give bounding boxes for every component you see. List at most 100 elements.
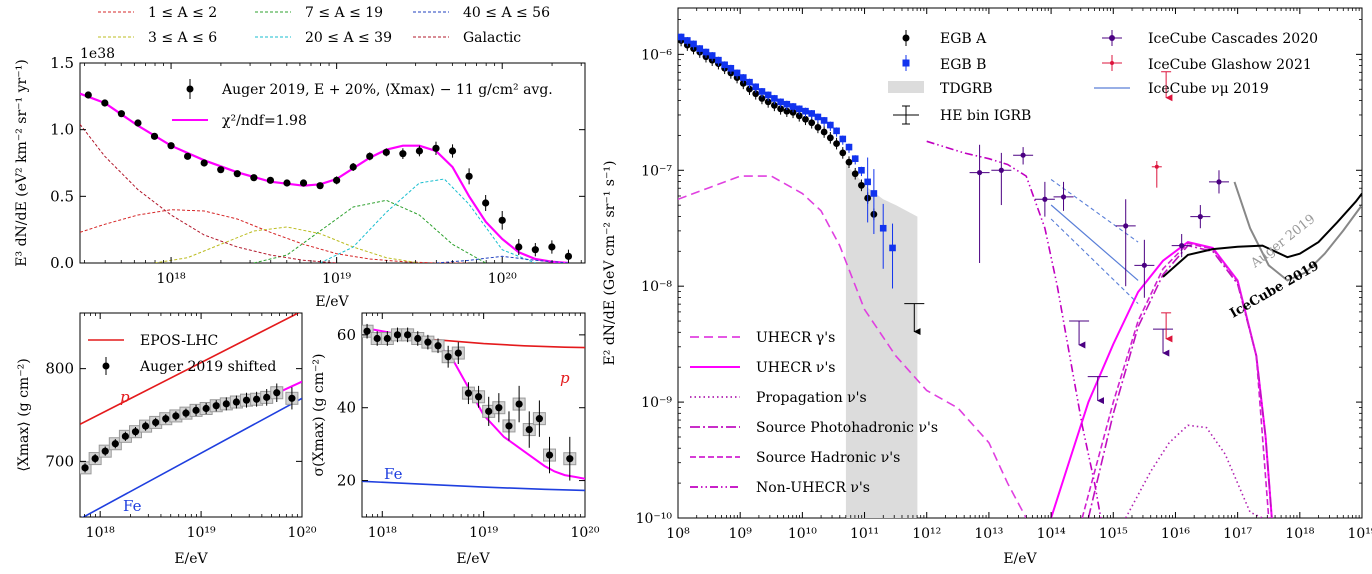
- data-point: [531, 246, 539, 254]
- egb-a-point: [826, 134, 834, 142]
- panel-c-plot-area: 10¹⁸ 10¹⁹ 10²⁰ 20 40 60: [337, 313, 600, 541]
- egb-a-point: [770, 101, 778, 109]
- plot-clip: [80, 313, 302, 517]
- y-tick-label: 10⁻⁷: [641, 163, 672, 179]
- panel-d-frame: [677, 7, 1363, 519]
- y-tick-label: 40: [337, 399, 356, 417]
- panel-d-ylabel: E² dN/dE (GeV cm⁻² sr⁻¹ s⁻¹): [602, 161, 618, 366]
- legend-glashow-marker: [1110, 61, 1114, 65]
- egb-a-point: [802, 115, 809, 123]
- egb-b-point: [746, 78, 753, 86]
- panel-c-label-p: p: [560, 369, 570, 387]
- legend-photohad: Source Photohadronic ν's: [756, 420, 938, 436]
- data-point: [525, 425, 533, 434]
- cascade-point: [1060, 194, 1067, 200]
- tdgrb-band: [845, 164, 918, 518]
- data-point: [162, 415, 170, 423]
- cascade-point: [1179, 243, 1185, 249]
- x-tick-label: 10¹⁷: [1223, 526, 1252, 542]
- data-point: [273, 389, 281, 397]
- plot-clip: [80, 91, 573, 263]
- legend-glashow: IceCube Glashow 2021: [1148, 57, 1312, 73]
- egb-a-point: [758, 95, 766, 102]
- egb-a-point: [833, 140, 840, 148]
- panel-a-legend-fit: χ²/ndf=1.98: [222, 113, 307, 129]
- legend-auger-marker: [102, 362, 110, 370]
- legend-had: Source Hadronic ν's: [756, 450, 900, 466]
- data-point: [152, 418, 160, 427]
- plot-clip: [678, 33, 1362, 518]
- panel-d-legend-top: EGB A EGB B TDGRB HE bin IGRB IceCube Ca…: [888, 30, 1318, 125]
- data-point: [263, 393, 271, 401]
- legend-igrb: HE bin IGRB: [940, 108, 1031, 124]
- data-point: [184, 152, 192, 160]
- cascade-point: [976, 169, 983, 176]
- egb-b-point: [678, 33, 685, 41]
- data-point: [150, 132, 159, 140]
- x-tick-label: 10²⁰: [488, 271, 517, 287]
- egb-b-point: [864, 178, 871, 186]
- x-tick-label: 10²⁰: [287, 525, 316, 541]
- panel-a-legend-data: Auger 2019, E + 20%, ⟨Xmax⟩ − 11 g/cm² a…: [221, 82, 553, 98]
- data-point: [333, 176, 341, 184]
- egb-a-point: [858, 181, 865, 189]
- data-point: [464, 389, 473, 397]
- egb-b-point: [708, 52, 716, 59]
- x-tick-label: 10¹⁹: [322, 271, 351, 287]
- data-point: [434, 342, 442, 350]
- egb-b-point: [858, 166, 865, 174]
- egb-a-point: [820, 128, 828, 136]
- y-tick-label: 0.5: [50, 187, 74, 205]
- data-point: [299, 179, 308, 187]
- data-point: [111, 440, 119, 448]
- panel-a-xlabel: E/eV: [315, 294, 349, 310]
- egb-b-point: [783, 100, 791, 108]
- data-point: [444, 353, 452, 361]
- data-point: [250, 174, 258, 182]
- curve-source-hadronic-s: [1081, 242, 1270, 518]
- data-point: [498, 216, 506, 224]
- egb-a-point: [795, 112, 803, 120]
- data-point: [515, 243, 523, 251]
- panel-a-plot-area: 10¹⁸ 10¹⁹ 10²⁰ 0.0 0.5 1.0 1.5: [50, 54, 585, 287]
- legend-egb-b: EGB B: [940, 57, 986, 73]
- data-point: [349, 163, 357, 171]
- data-point: [495, 404, 503, 412]
- egb-b-point: [808, 110, 815, 117]
- data-point: [182, 409, 190, 417]
- data-point: [404, 331, 412, 339]
- egb-a-point: [808, 119, 816, 127]
- data-point: [252, 395, 261, 403]
- egb-b-point: [833, 127, 840, 135]
- egb-a-point: [845, 158, 853, 166]
- panel-c-label-fe: Fe: [384, 465, 403, 483]
- y-tick-label: 10⁻⁹: [641, 395, 672, 411]
- panel-a-frame: [79, 62, 586, 264]
- data-point: [448, 147, 457, 155]
- series-1-a-2: [80, 209, 470, 263]
- data-point: [288, 394, 296, 402]
- data-point: [316, 182, 324, 190]
- x-tick-label: 10⁹: [728, 526, 752, 542]
- x-tick-label: 10¹⁴: [1037, 526, 1066, 542]
- data-point: [366, 152, 374, 160]
- y-tick-label: 10⁻⁶: [641, 47, 672, 63]
- data-point: [424, 338, 432, 346]
- data-point: [172, 412, 180, 420]
- egb-a-point: [746, 85, 753, 93]
- series-7-a-19: [253, 199, 486, 263]
- egb-b-point: [879, 224, 887, 232]
- panel-b-legend-data: Auger 2019 shifted: [139, 359, 276, 375]
- cascade-point: [998, 167, 1004, 173]
- data-point: [363, 327, 371, 335]
- legend-uhecr-nu: UHECR ν's: [756, 360, 835, 376]
- cascade-point: [1123, 223, 1129, 229]
- panel-b-xmax: 10¹⁸ 10¹⁹ 10²⁰ 700 800 EPOS-LHC Auger 2019 s…: [16, 312, 317, 567]
- y-tick-label: 700: [45, 452, 74, 470]
- data-point: [202, 404, 210, 413]
- legend-data-marker: [186, 85, 194, 93]
- egb-b-point: [777, 98, 784, 106]
- data-point: [564, 252, 573, 260]
- y-tick-label: 800: [45, 360, 74, 378]
- y-tick-label: 10⁻⁸: [641, 279, 672, 295]
